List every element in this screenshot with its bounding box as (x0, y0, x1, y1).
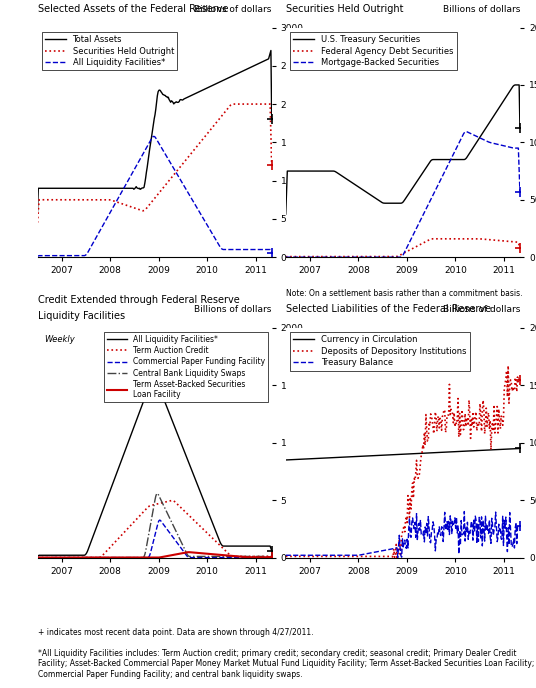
Legend: Total Assets, Securities Held Outright, All Liquidity Facilities*: Total Assets, Securities Held Outright, … (42, 32, 177, 70)
Text: Billions of dollars: Billions of dollars (443, 5, 520, 14)
Text: Selected Liabilities of the Federal Reserve: Selected Liabilities of the Federal Rese… (286, 304, 491, 314)
Text: *All Liquidity Facilities includes: Term Auction credit; primary credit; seconda: *All Liquidity Facilities includes: Term… (38, 649, 534, 679)
Text: Note: On a settlement basis rather than a commitment basis.: Note: On a settlement basis rather than … (286, 290, 522, 299)
Text: Weekly: Weekly (44, 34, 75, 43)
Text: Liquidity Facilities: Liquidity Facilities (38, 311, 125, 321)
Text: + indicates most recent data point. Data are shown through 4/27/2011.: + indicates most recent data point. Data… (38, 628, 313, 637)
Legend: U.S. Treasury Securities, Federal Agency Debt Securities, Mortgage-Backed Securi: U.S. Treasury Securities, Federal Agency… (290, 32, 457, 70)
Text: Weekly: Weekly (293, 335, 324, 344)
Text: Securities Held Outright: Securities Held Outright (286, 3, 403, 14)
Text: Billions of dollars: Billions of dollars (195, 5, 272, 14)
Text: Weekly: Weekly (44, 335, 75, 344)
Text: Credit Extended through Federal Reserve: Credit Extended through Federal Reserve (38, 295, 239, 305)
Text: Billions of dollars: Billions of dollars (195, 305, 272, 314)
Text: Weekly: Weekly (293, 34, 324, 43)
Text: Selected Assets of the Federal Reserve: Selected Assets of the Federal Reserve (38, 3, 228, 14)
Legend: All Liquidity Facilities*, Term Auction Credit, Commercial Paper Funding Facilit: All Liquidity Facilities*, Term Auction … (105, 332, 268, 402)
Legend: Currency in Circulation, Deposits of Depository Institutions, Treasury Balance: Currency in Circulation, Deposits of Dep… (290, 332, 470, 371)
Text: Billions of dollars: Billions of dollars (443, 305, 520, 314)
